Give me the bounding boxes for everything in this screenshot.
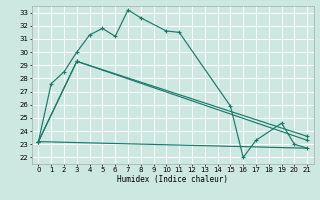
X-axis label: Humidex (Indice chaleur): Humidex (Indice chaleur) (117, 175, 228, 184)
